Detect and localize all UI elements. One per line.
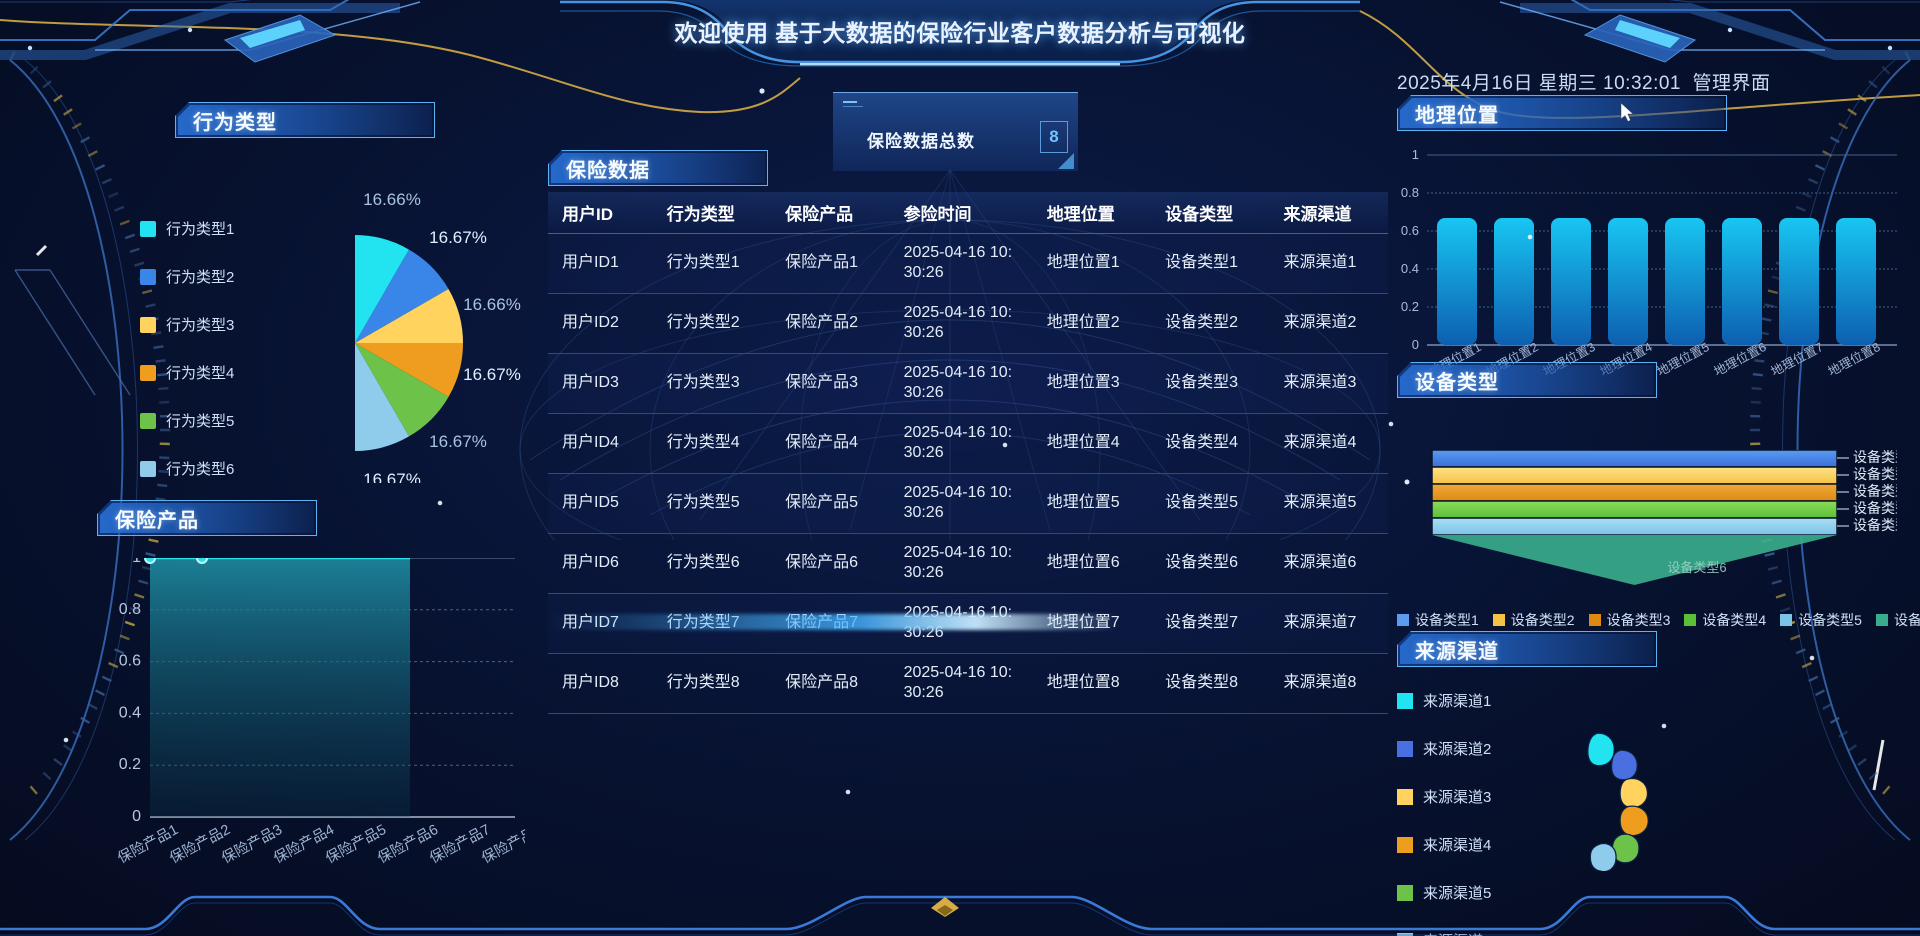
svg-text:设备类型3: 设备类型3 bbox=[1853, 483, 1897, 499]
svg-text:设备类型5: 设备类型5 bbox=[1853, 517, 1897, 533]
svg-text:1: 1 bbox=[1412, 147, 1419, 162]
svg-text:0: 0 bbox=[1412, 337, 1419, 352]
svg-text:16.67%: 16.67% bbox=[463, 365, 521, 384]
svg-text:0.8: 0.8 bbox=[1401, 185, 1419, 200]
svg-text:0.6: 0.6 bbox=[1401, 223, 1419, 238]
svg-text:设备类型6: 设备类型6 bbox=[1667, 560, 1726, 575]
svg-text:16.67%: 16.67% bbox=[429, 432, 487, 451]
svg-text:0: 0 bbox=[132, 808, 141, 825]
svg-text:16.67%: 16.67% bbox=[363, 470, 421, 483]
svg-text:0.4: 0.4 bbox=[1401, 261, 1419, 276]
svg-text:设备类型4: 设备类型4 bbox=[1853, 500, 1897, 516]
svg-text:设备类型1: 设备类型1 bbox=[1853, 450, 1897, 465]
svg-text:0.2: 0.2 bbox=[1401, 299, 1419, 314]
svg-text:0.2: 0.2 bbox=[119, 756, 141, 773]
svg-text:0.6: 0.6 bbox=[119, 653, 141, 670]
svg-text:1: 1 bbox=[132, 558, 141, 566]
svg-text:设备类型2: 设备类型2 bbox=[1853, 466, 1897, 482]
svg-text:16.67%: 16.67% bbox=[429, 228, 487, 247]
svg-text:0.4: 0.4 bbox=[119, 704, 141, 721]
svg-text:0.8: 0.8 bbox=[119, 601, 141, 618]
svg-text:16.66%: 16.66% bbox=[363, 190, 421, 209]
svg-text:16.66%: 16.66% bbox=[463, 295, 521, 314]
